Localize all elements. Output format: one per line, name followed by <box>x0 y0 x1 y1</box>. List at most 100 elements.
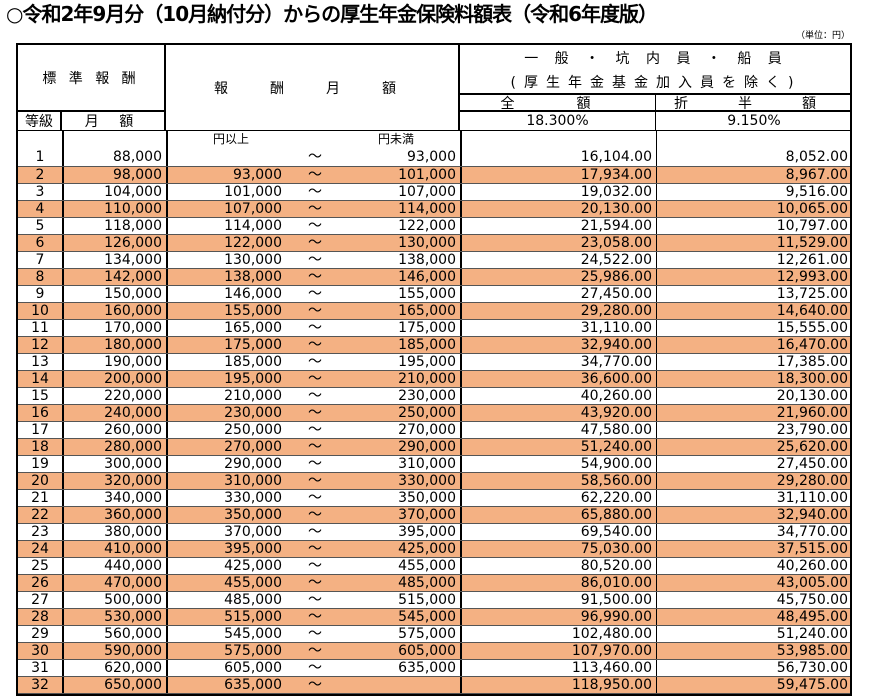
column-divider <box>460 558 462 574</box>
full-premium: 91,500.00 <box>580 592 652 608</box>
column-divider <box>62 388 64 404</box>
half-premium: 48,495.00 <box>776 609 848 625</box>
half-premium: 14,640.00 <box>776 303 848 319</box>
column-divider <box>62 286 64 302</box>
column-divider <box>656 422 657 438</box>
half-premium: 25,620.00 <box>776 439 848 455</box>
range-lower: 195,000 <box>224 371 282 387</box>
half-premium: 11,529.00 <box>776 235 848 251</box>
monthly-amount: 340,000 <box>104 490 162 506</box>
monthly-amount: 110,000 <box>104 201 162 217</box>
grade: 3 <box>35 184 45 200</box>
grade: 32 <box>31 677 49 693</box>
column-divider <box>166 337 168 353</box>
table-row: 27 500,000 485,000 ～ 515,000 91,500.00 45,750.… <box>18 592 850 609</box>
full-premium: 23,058.00 <box>580 235 652 251</box>
range-upper: 290,000 <box>398 439 456 455</box>
half-premium: 8,052.00 <box>785 149 848 165</box>
range-lower: 575,000 <box>224 643 282 659</box>
range-lower: 138,000 <box>224 269 282 285</box>
table-row: 22 360,000 350,000 ～ 370,000 65,880.00 32,940.… <box>18 507 850 524</box>
half-premium: 8,967.00 <box>785 167 848 183</box>
column-divider <box>166 609 168 625</box>
grade: 19 <box>31 456 49 472</box>
table-row: 18 280,000 270,000 ～ 290,000 51,240.00 25,620.… <box>18 439 850 456</box>
monthly-amount: 360,000 <box>104 507 162 523</box>
column-divider <box>460 337 462 353</box>
full-premium: 25,986.00 <box>580 269 652 285</box>
range-upper: 575,000 <box>398 626 456 642</box>
range-lower: 101,000 <box>224 184 282 200</box>
table-row: 21 340,000 330,000 ～ 350,000 62,220.00 31,110.… <box>18 490 850 507</box>
grade: 18 <box>31 439 49 455</box>
half-premium: 21,960.00 <box>776 405 848 421</box>
full-premium: 113,460.00 <box>571 660 652 676</box>
monthly-amount: 180,000 <box>104 337 162 353</box>
range-upper: 485,000 <box>398 575 456 591</box>
column-divider <box>166 422 168 438</box>
table-row: 6 126,000 122,000 ～ 130,000 23,058.00 11,529.0… <box>18 235 850 252</box>
monthly-amount: 620,000 <box>104 660 162 676</box>
table-row: 13 190,000 185,000 ～ 195,000 34,770.00 17,385.… <box>18 354 850 371</box>
range-tilde: ～ <box>308 218 322 234</box>
column-divider <box>460 643 462 659</box>
column-divider <box>460 388 462 404</box>
range-tilde: ～ <box>308 643 322 659</box>
monthly-amount: 104,000 <box>104 184 162 200</box>
header-grade: 等級 <box>18 112 62 130</box>
column-divider <box>62 473 64 489</box>
range-tilde: ～ <box>308 303 322 319</box>
column-divider <box>460 320 462 336</box>
column-divider <box>460 201 462 217</box>
column-divider <box>62 677 64 693</box>
monthly-amount: 560,000 <box>104 626 162 642</box>
monthly-amount: 142,000 <box>104 269 162 285</box>
full-rate: 18.300% <box>460 112 656 130</box>
half-premium: 17,385.00 <box>776 354 848 370</box>
table-row: 1 88,000 ～ 93,000 16,104.00 8,052.00 円以上 円未満 <box>18 131 850 167</box>
grade: 30 <box>31 643 49 659</box>
range-upper: 146,000 <box>398 269 456 285</box>
half-premium: 16,470.00 <box>776 337 848 353</box>
range-lower: 230,000 <box>224 405 282 421</box>
header-half: 折 半 額 <box>656 95 852 112</box>
half-premium: 59,475.00 <box>776 677 848 693</box>
range-upper: 425,000 <box>398 541 456 557</box>
range-upper: 455,000 <box>398 558 456 574</box>
range-lower: 250,000 <box>224 422 282 438</box>
column-divider <box>62 660 64 676</box>
monthly-amount: 530,000 <box>104 609 162 625</box>
column-divider <box>656 167 657 183</box>
half-rate: 9.150% <box>727 113 781 129</box>
table-row: 4 110,000 107,000 ～ 114,000 20,130.00 10,065.0… <box>18 201 850 218</box>
grade: 28 <box>31 609 49 625</box>
table-row: 28 530,000 515,000 ～ 545,000 96,990.00 48,495.… <box>18 609 850 626</box>
range-tilde: ～ <box>308 388 322 404</box>
range-tilde: ～ <box>308 524 322 540</box>
grade: 13 <box>31 354 49 370</box>
column-divider <box>656 541 657 557</box>
header-standard: 標 準 報 酬 <box>18 45 166 112</box>
range-tilde: ～ <box>308 201 322 217</box>
column-divider <box>166 235 168 251</box>
monthly-amount: 190,000 <box>104 354 162 370</box>
column-divider <box>62 337 64 353</box>
column-divider <box>62 320 64 336</box>
column-divider <box>656 388 657 404</box>
range-lower: 370,000 <box>224 524 282 540</box>
table-header: 標 準 報 酬 等級 月 額 報 酬 月 額 一 般 ・ 坑 内 員 ・ 船 員… <box>18 45 852 131</box>
table-row: 20 320,000 310,000 ～ 330,000 58,560.00 29,280.… <box>18 473 850 490</box>
table-row: 9 150,000 146,000 ～ 155,000 27,450.00 13,725.0… <box>18 286 850 303</box>
range-upper: 635,000 <box>398 660 456 676</box>
column-divider <box>460 524 462 540</box>
full-premium: 24,522.00 <box>580 252 652 268</box>
range-lower: 310,000 <box>224 473 282 489</box>
full-premium: 51,240.00 <box>580 439 652 455</box>
column-divider <box>166 626 168 642</box>
monthly-amount: 134,000 <box>104 252 162 268</box>
column-divider <box>656 303 657 319</box>
column-divider <box>460 490 462 506</box>
grade: 12 <box>31 337 49 353</box>
column-divider <box>656 320 657 336</box>
column-divider <box>656 184 657 200</box>
